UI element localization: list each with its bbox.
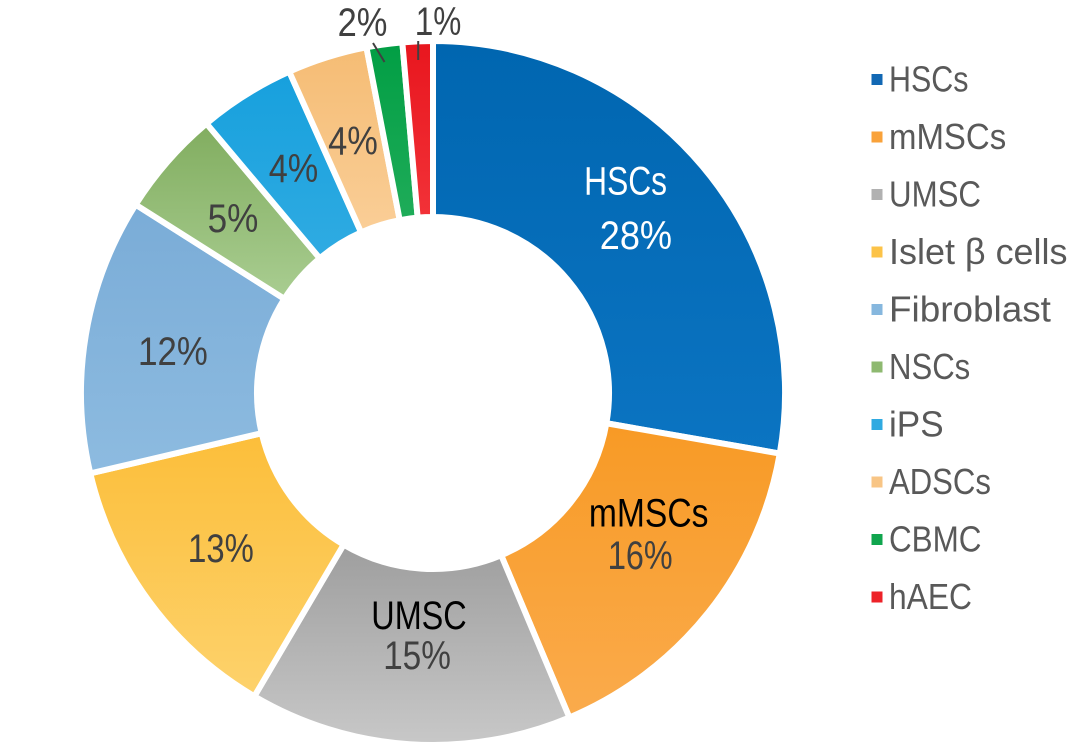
svg-text:Fibroblast: Fibroblast [889,289,1051,330]
svg-text:15%: 15% [384,634,451,678]
svg-text:13%: 13% [188,527,254,571]
svg-text:mMSCs: mMSCs [889,116,1006,157]
svg-text:mMSCs: mMSCs [589,492,709,536]
svg-text:UMSC: UMSC [889,174,981,215]
svg-text:16%: 16% [608,534,673,578]
svg-text:28%: 28% [600,214,672,258]
svg-text:4%: 4% [328,119,378,163]
svg-text:HSCs: HSCs [584,160,667,204]
svg-text:Islet β cells: Islet β cells [889,231,1068,272]
svg-text:1%: 1% [416,0,462,44]
svg-text:4%: 4% [269,147,319,191]
svg-text:iPS: iPS [889,404,944,445]
svg-text:2%: 2% [338,1,388,45]
svg-text:12%: 12% [138,330,208,374]
svg-text:hAEC: hAEC [889,576,972,617]
svg-text:HSCs: HSCs [889,59,968,100]
svg-text:CBMC: CBMC [889,519,982,560]
svg-text:ADSCs: ADSCs [889,461,991,502]
svg-text:UMSC: UMSC [371,594,466,638]
svg-text:5%: 5% [208,197,259,241]
svg-text:NSCs: NSCs [889,346,970,387]
